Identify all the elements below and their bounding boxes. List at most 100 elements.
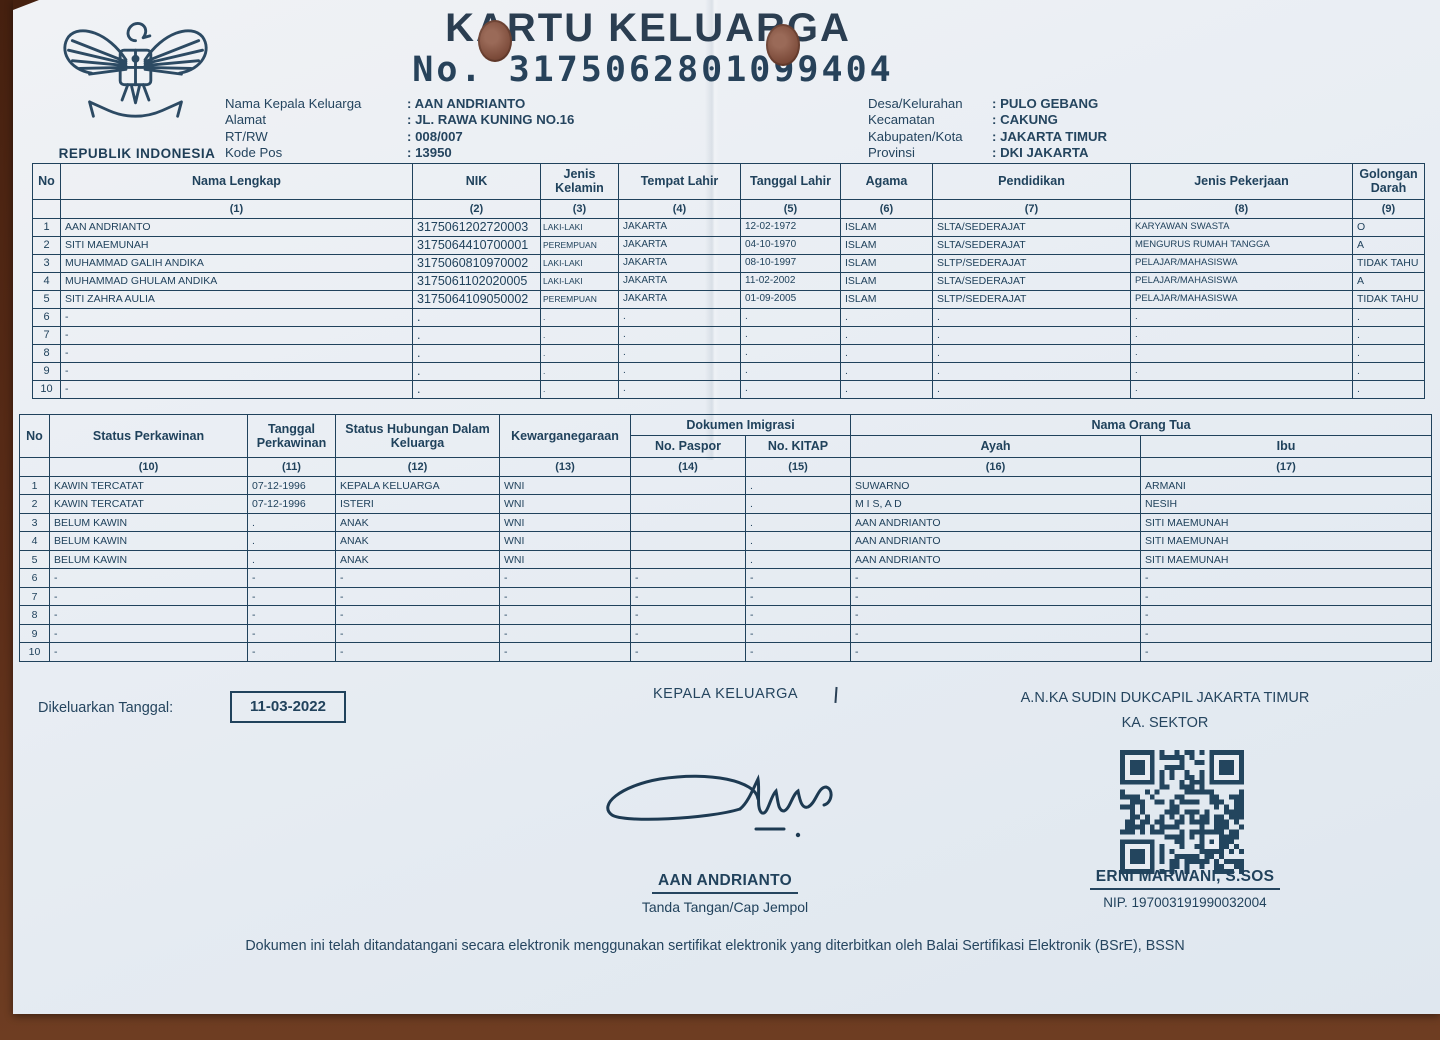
table-cell: - [247,586,336,607]
col-number: (6) [840,198,933,219]
col-number: (8) [1130,198,1353,219]
table-cell: A [1352,235,1425,255]
table-cell: - [247,605,336,625]
table-cell: . [247,512,336,533]
kepala-keluarga-label: KEPALA KELUARGA [653,686,799,702]
table-cell: - [49,586,248,607]
table-cell: . [745,475,851,496]
col-number [32,198,61,219]
header-field-label: Provinsi [868,145,915,161]
col-number: (17) [1139,456,1433,477]
table-cell: . [618,343,741,363]
table-cell: TIDAK TAHU [1352,253,1425,273]
table2-header-row-1: No Status Perkawinan Tanggal Perkawinan … [19,413,1433,458]
col-number: (14) [630,456,746,477]
col-number: (3) [540,198,619,219]
table-cell: - [60,379,413,399]
table-cell: - [499,568,631,588]
table-cell: 3175064410700001 [412,235,541,255]
table-cell: . [932,307,1131,327]
table-cell: 3175061102020005 [412,271,541,291]
table-cell: ANAK [335,512,500,533]
table-cell: AAN ANDRIANTO [850,512,1141,533]
header-field: Kabupaten/Kota JAKARTA TIMUR [868,129,1107,145]
table-cell: KARYAWAN SWASTA [1130,217,1353,237]
table-cell: . [932,379,1131,399]
table-row: 10- - - - - - - - [19,642,1433,662]
table-cell: 9 [19,623,50,644]
table-cell: - [335,586,500,607]
table-row: 2 SITI MAEMUNAH 3175064410700001 PEREMPUAN J… [32,235,1425,255]
table-cell: - [60,361,413,381]
table-cell [630,475,746,496]
table-cell: . [740,325,841,345]
table-cell: . [745,494,851,514]
signer-right-nip: NIP. 197003191990032004 [1103,895,1267,910]
col-number: (13) [499,456,631,477]
table-cell: 07-12-1996 [247,494,336,514]
table-row: 2 KAWIN TERCATAT 07-12-1996 ISTERI WNI. M I S… [19,494,1433,514]
table-cell: PELAJAR/MAHASISWA [1130,289,1353,309]
table-cell: . [618,307,741,327]
table-cell: - [850,623,1141,644]
table-cell: PELAJAR/MAHASISWA [1130,253,1353,273]
table-cell: 6 [32,307,61,327]
header-field-value: CAKUNG [992,112,1058,128]
table-cell: . [618,379,741,399]
header-field: Kode Pos 13950 [225,145,574,161]
table-row: 9-------- [19,623,1433,644]
table-cell: . [618,325,741,345]
table-cell: 8 [32,343,61,363]
table-cell: LAKI-LAKI [540,217,619,237]
table-cell: ISLAM [840,217,933,237]
table-cell: - [1139,623,1433,644]
col-number: (1) [60,198,413,219]
table-cell: PEREMPUAN [540,289,619,309]
col-jenis-pekerjaan: Jenis Pekerjaan [1130,163,1353,200]
table-cell: KAWIN TERCATAT [49,494,248,514]
col-status-hubungan: Status Hubungan Dalam Keluarga [335,414,500,458]
header-field-label: RT/RW [225,128,268,144]
electronic-signature-disclaimer: Dokumen ini telah ditandatangani secara … [245,938,1185,954]
table-cell: MENGURUS RUMAH TANGGA [1130,235,1353,255]
table-cell: . [540,307,619,327]
table-cell: . [745,549,851,570]
table-cell: - [1139,568,1433,588]
punch-hole [766,24,800,66]
table-cell: . [540,379,619,399]
col-nama-lengkap: Nama Lengkap [60,163,413,200]
table-cell: JAKARTA [618,271,741,291]
table-cell: 12-02-1972 [740,217,841,237]
col-number: (15) [745,456,851,477]
header-field-value: AAN ANDRIANTO [407,96,526,112]
col-number: (12) [335,456,500,477]
col-no-paspor: No. Paspor [630,435,746,458]
table-cell: . [247,549,336,570]
table-cell: . [1130,325,1353,345]
table-cell: PELAJAR/MAHASISWA [1130,271,1353,291]
table-cell: - [60,325,413,345]
table-cell: 3 [32,253,61,273]
header-field: Desa/Kelurahan PULO GEBANG [868,96,1107,112]
table-cell: NESIH [1139,494,1433,514]
official-line-2: KA. SEKTOR [1121,715,1209,731]
table-cell: SITI MAEMUNAH [1139,512,1433,533]
table-cell: AAN ANDRIANTO [850,531,1141,551]
official-line-1: A.N.KA SUDIN DUKCAPIL JAKARTA TIMUR [1020,690,1310,706]
qr-code [1120,750,1244,874]
table-cell: . [540,361,619,381]
table-cell: O [1352,217,1425,237]
table-cell: 10 [19,642,50,662]
table-cell: M I S, A D [850,494,1141,514]
col-number: (10) [49,456,248,477]
col-number: (5) [740,198,841,219]
header-field-label: Kabupaten/Kota [868,128,963,144]
table-cell: - [49,623,248,644]
table-cell: - [335,568,500,588]
header-field: Nama Kepala Keluarga AAN ANDRIANTO [225,96,574,112]
table-cell: . [1130,307,1353,327]
table-cell: . [840,307,933,327]
table-cell: - [850,586,1141,607]
table-cell: 3175060810970002 [412,253,541,273]
table-cell: - [745,623,851,644]
